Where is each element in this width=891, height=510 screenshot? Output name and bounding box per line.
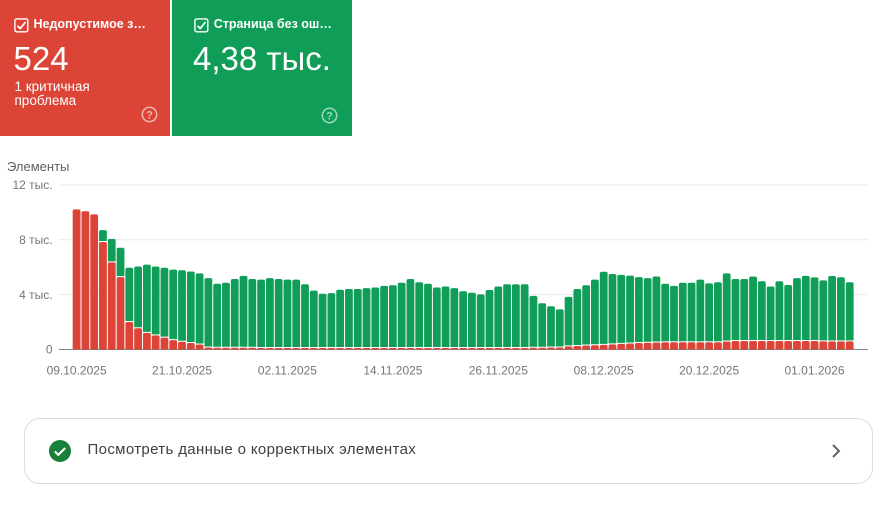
- svg-text:?: ?: [326, 110, 333, 122]
- svg-text:26.11.2025: 26.11.2025: [469, 364, 528, 378]
- svg-text:12 тыс.: 12 тыс.: [12, 178, 52, 192]
- svg-text:09.10.2025: 09.10.2025: [47, 364, 107, 378]
- svg-text:Элементы: Элементы: [7, 159, 69, 174]
- svg-text:02.11.2025: 02.11.2025: [258, 364, 317, 378]
- svg-text:20.12.2025: 20.12.2025: [679, 364, 739, 378]
- svg-text:01.01.2026: 01.01.2026: [784, 364, 844, 378]
- svg-text:4 тыс.: 4 тыс.: [19, 288, 52, 302]
- svg-text:08.12.2025: 08.12.2025: [574, 364, 634, 378]
- svg-text:21.10.2025: 21.10.2025: [152, 364, 212, 378]
- svg-text:?: ?: [146, 110, 153, 122]
- svg-text:14.11.2025: 14.11.2025: [363, 364, 422, 378]
- svg-text:0: 0: [46, 343, 53, 357]
- svg-text:8 тыс.: 8 тыс.: [19, 233, 52, 247]
